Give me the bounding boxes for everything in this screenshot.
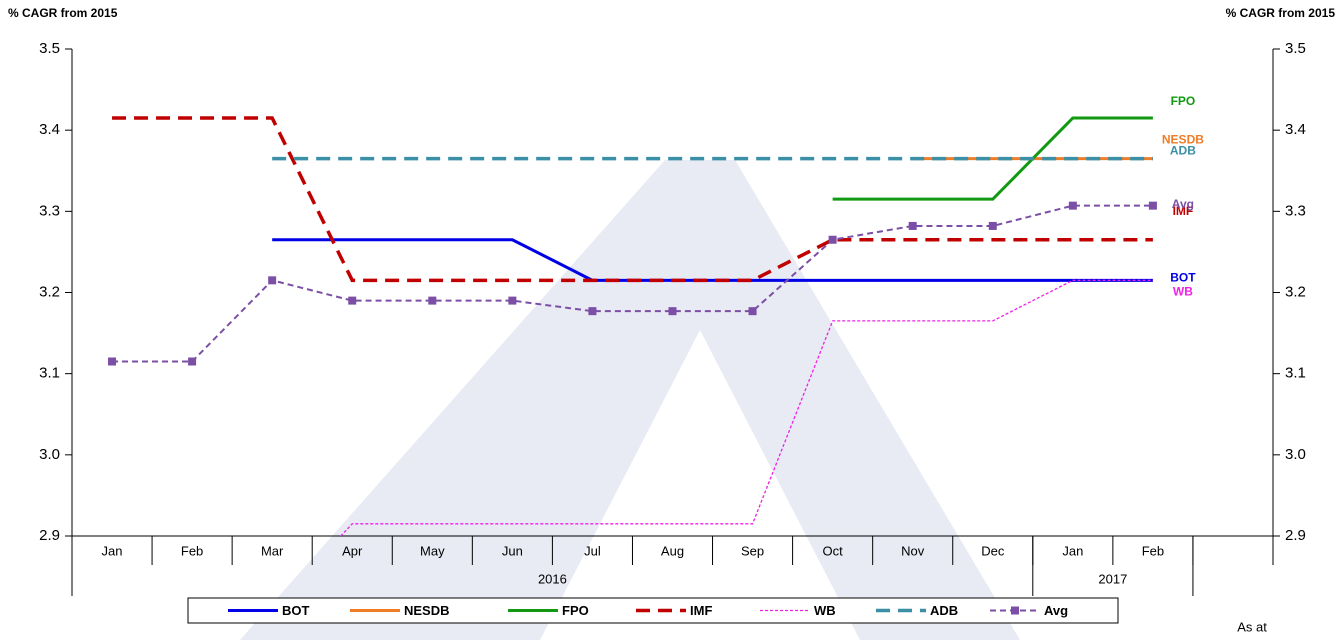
- legend-label: Avg: [1044, 603, 1068, 618]
- x-tick-label: Jan: [1062, 543, 1083, 558]
- series-end-label: ADB: [1170, 144, 1196, 158]
- y-tick-label: 3.0: [39, 446, 60, 463]
- series-marker: [268, 276, 277, 285]
- x-tick-label: Apr: [342, 543, 363, 558]
- y2-tick-label: 3.5: [1285, 40, 1306, 57]
- series-marker: [348, 296, 357, 305]
- series-marker: [908, 221, 917, 230]
- x-tick-label: Jun: [502, 543, 523, 558]
- x-group-label: 2016: [538, 571, 567, 586]
- y2-tick-label: 3.4: [1285, 121, 1306, 138]
- x-tick-label: Aug: [661, 543, 684, 558]
- series-line: [272, 238, 1153, 282]
- x-tick-label: Dec: [981, 543, 1005, 558]
- series-marker: [508, 296, 517, 305]
- legend-label: BOT: [282, 603, 310, 618]
- watermark: [240, 160, 1020, 640]
- series-end-label: NESDB: [1162, 133, 1204, 147]
- y-tick-label: 3.2: [39, 283, 60, 300]
- series-marker: [828, 235, 837, 244]
- x-tick-label: May: [420, 543, 445, 558]
- series-marker: [428, 296, 437, 305]
- y-tick-label: 3.3: [39, 202, 60, 219]
- series-end-label: IMF: [1173, 204, 1194, 218]
- series-end-label: Avg: [1172, 197, 1194, 211]
- series-marker: [1148, 201, 1157, 210]
- series-line: [339, 279, 1153, 536]
- x-tick-label: Mar: [261, 543, 284, 558]
- legend-label: IMF: [690, 603, 712, 618]
- legend-label: FPO: [562, 603, 589, 618]
- x-tick-label: Feb: [181, 543, 203, 558]
- legend-box: [187, 597, 1119, 624]
- y-tick-label: 3.4: [39, 121, 60, 138]
- x-tick-label: Oct: [823, 543, 844, 558]
- y-tick-label: 3.5: [39, 40, 60, 57]
- series-marker: [108, 357, 117, 366]
- legend-label: ADB: [930, 603, 958, 618]
- x-tick-label: Feb: [1142, 543, 1164, 558]
- x-tick-label: Sep: [741, 543, 764, 558]
- y2-tick-label: 3.0: [1285, 446, 1306, 463]
- legend-label: WB: [814, 603, 836, 618]
- y-tick-label: 2.9: [39, 527, 60, 544]
- y-tick-label: 3.1: [39, 365, 60, 382]
- x-tick-label: Jan: [102, 543, 123, 558]
- y-axis-title: % CAGR from 2015: [8, 6, 118, 20]
- series-line: [112, 204, 1153, 363]
- series-marker: [988, 221, 997, 230]
- series-line: [832, 116, 1153, 201]
- y2-tick-label: 3.1: [1285, 365, 1306, 382]
- note: As at: [1237, 619, 1267, 634]
- y2-axis-title: % CAGR from 2015: [1226, 6, 1336, 20]
- y2-tick-label: 3.2: [1285, 283, 1306, 300]
- legend-label: NESDB: [404, 603, 450, 618]
- series-end-label: BOT: [1170, 270, 1196, 284]
- series-end-label: WB: [1173, 284, 1193, 298]
- legend-marker: [1011, 606, 1019, 615]
- series-marker: [188, 357, 197, 366]
- series-end-label: FPO: [1171, 94, 1196, 108]
- series-marker: [588, 307, 597, 316]
- x-tick-label: Nov: [901, 543, 925, 558]
- x-group-label: 2017: [1098, 571, 1127, 586]
- y2-tick-label: 3.3: [1285, 202, 1306, 219]
- x-tick-label: Jul: [584, 543, 601, 558]
- series-line: [112, 116, 1153, 283]
- y2-tick-label: 2.9: [1285, 527, 1306, 544]
- series-marker: [1068, 201, 1077, 210]
- plot-area: [108, 116, 1157, 536]
- series-marker: [748, 307, 757, 316]
- series-marker: [668, 307, 677, 316]
